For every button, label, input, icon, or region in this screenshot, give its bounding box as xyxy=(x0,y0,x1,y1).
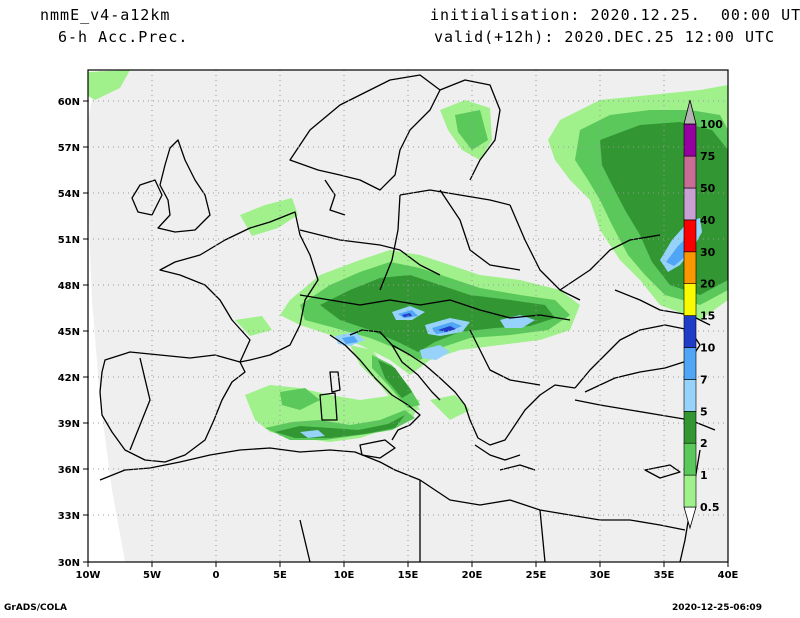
legend-color-box xyxy=(683,155,697,189)
footer-software: GrADS/COLA xyxy=(4,603,67,613)
lon-label: 35E xyxy=(654,570,675,581)
legend-level-label: 40 xyxy=(700,214,716,227)
legend-level-label: 1 xyxy=(700,469,708,482)
legend-level-label: 20 xyxy=(700,278,716,291)
lat-label: 36N xyxy=(58,465,80,476)
lon-label: 5E xyxy=(273,570,287,581)
valid-time: valid(+12h): 2020.DEC.25 12:00 UTC xyxy=(434,28,776,46)
lat-label: 39N xyxy=(58,419,80,430)
lon-label: 5W xyxy=(143,570,161,581)
lat-label: 42N xyxy=(58,373,80,384)
legend-color-box xyxy=(683,123,697,157)
legend-color-box xyxy=(683,283,697,316)
lat-label: 57N xyxy=(58,143,80,154)
lon-label: 0 xyxy=(213,570,220,581)
longitude-labels: 10W 5W 0 5E 10E 15E 20E 25E 30E 35E 40E xyxy=(76,570,739,581)
color-legend: 0.5 1 2 5 7 10 15 20 30 40 50 75 100 xyxy=(683,99,723,530)
initialisation-time: initialisation: 2020.12.25. 00:00 UTC xyxy=(430,6,800,24)
legend-level-label: 100 xyxy=(700,118,723,131)
graticule xyxy=(88,70,728,562)
lat-label: 33N xyxy=(58,511,80,522)
legend-color-box xyxy=(683,251,697,285)
legend-color-box xyxy=(683,442,697,476)
legend-color-box xyxy=(683,379,697,412)
legend-color-box xyxy=(683,410,697,444)
lon-label: 25E xyxy=(526,570,547,581)
lon-label: 20E xyxy=(462,570,483,581)
legend-level-label: 30 xyxy=(700,246,716,259)
legend-color-box xyxy=(683,219,697,253)
coastlines xyxy=(99,74,716,562)
legend-color-box xyxy=(683,315,697,348)
axis-ticks xyxy=(83,100,729,567)
lon-label: 10E xyxy=(334,570,355,581)
lon-label: 30E xyxy=(590,570,611,581)
lat-label: 45N xyxy=(58,327,80,338)
lat-label: 51N xyxy=(58,235,80,246)
legend-level-label: 50 xyxy=(700,182,716,195)
legend-level-label: 5 xyxy=(700,405,708,418)
legend-high-triangle xyxy=(683,99,697,125)
legend-level-label: 2 xyxy=(700,437,708,450)
lat-label: 48N xyxy=(58,281,80,292)
legend-level-label: 15 xyxy=(700,310,715,323)
precipitation-areas xyxy=(88,70,728,442)
lon-label: 10W xyxy=(76,570,101,581)
legend-level-label: 10 xyxy=(700,342,716,355)
latitude-labels: 60N 57N 54N 51N 48N 45N 42N 39N 36N 33N … xyxy=(58,97,80,569)
legend-level-label: 7 xyxy=(700,373,708,386)
lon-label: 15E xyxy=(398,570,419,581)
legend-color-box xyxy=(683,347,697,380)
model-name: nmmE_v4-a12km xyxy=(40,6,171,24)
lat-label: 30N xyxy=(58,558,80,569)
legend-level-label: 75 xyxy=(700,150,715,163)
lat-label: 54N xyxy=(58,189,80,200)
legend-color-box xyxy=(683,474,697,508)
field-name: 6-h Acc.Prec. xyxy=(58,28,189,46)
legend-level-label: 0.5 xyxy=(700,501,720,514)
lat-label: 60N xyxy=(58,97,80,108)
footer-timestamp: 2020-12-25-06:09 xyxy=(672,603,762,613)
legend-color-box xyxy=(683,187,697,221)
lon-label: 40E xyxy=(718,570,739,581)
